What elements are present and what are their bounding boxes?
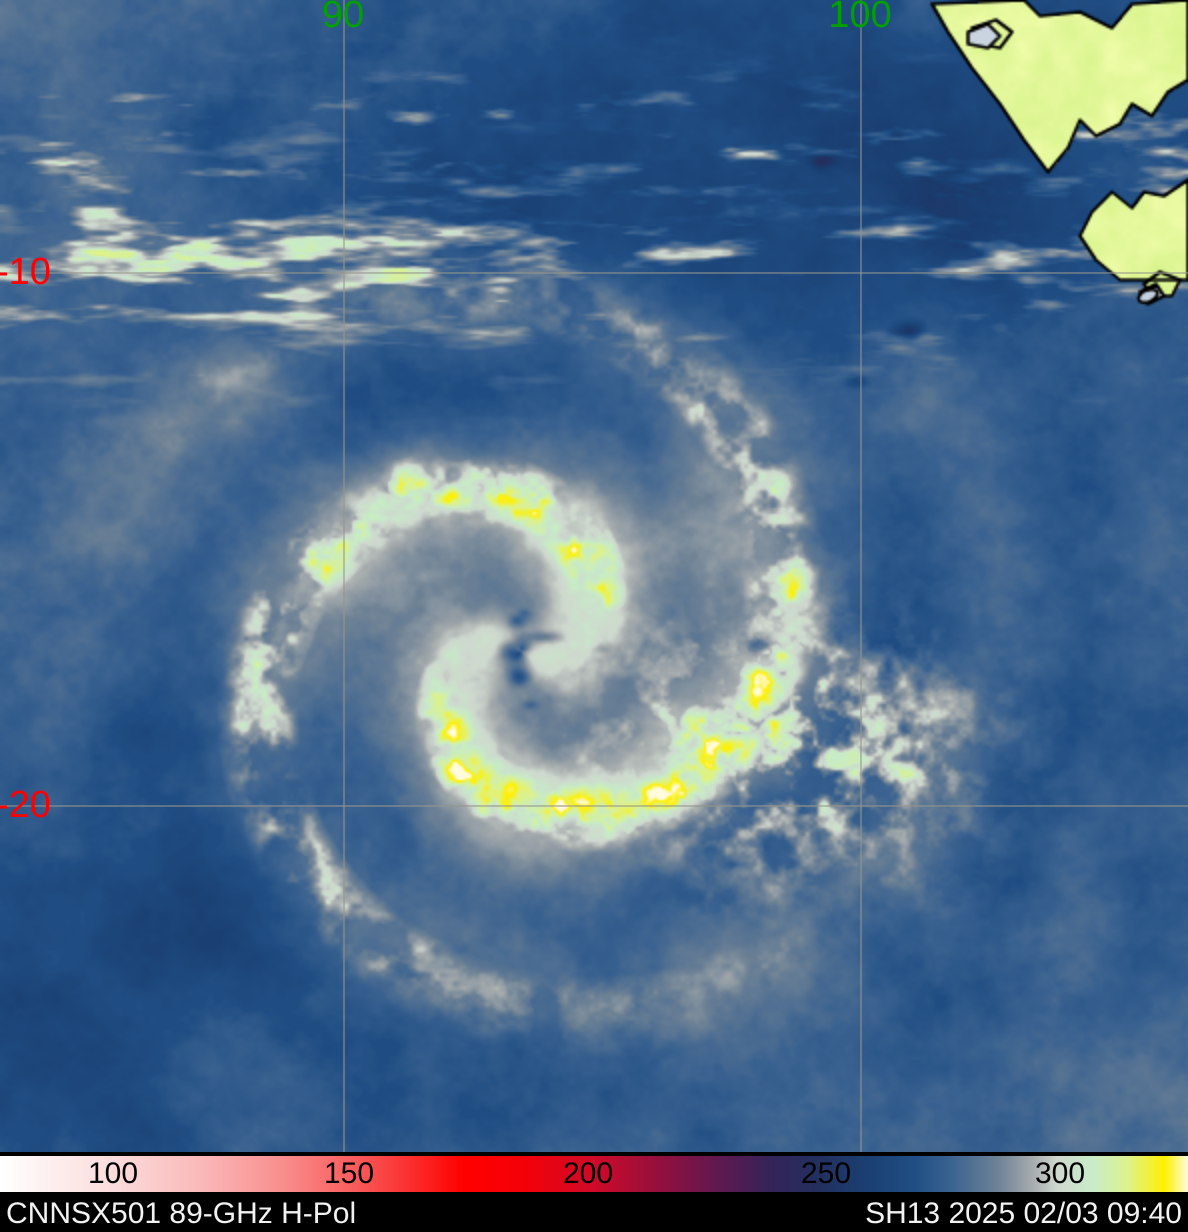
footer-bar: CNNSX501 89-GHz H-Pol SH13 2025 02/03 09… [0,1196,1188,1232]
microwave-brightness-temperature-image [0,0,1188,1152]
colorbar-gradient [0,1156,1188,1192]
satellite-image-panel: 90 100 -10 -20 [0,0,1188,1152]
lat-label-minus-10: -10 [0,251,51,293]
colorbar-tick-300: 300 [1034,1157,1086,1190]
colorbar-tick-150: 150 [323,1157,375,1190]
lon-label-90: 90 [321,0,365,36]
colorbar-tick-250: 250 [800,1157,852,1190]
colorbar-tick-200: 200 [562,1157,614,1190]
sensor-label: CNNSX501 89-GHz H-Pol [6,1197,357,1230]
brightness-temperature-colorbar: 100 150 200 250 300 [0,1156,1188,1192]
storm-timestamp-label: SH13 2025 02/03 09:40 [865,1197,1182,1230]
lon-label-100: 100 [828,0,892,36]
colorbar-tick-100: 100 [87,1157,139,1190]
colorbar-area: 100 150 200 250 300 [0,1152,1188,1196]
lat-label-minus-20: -20 [0,784,51,826]
